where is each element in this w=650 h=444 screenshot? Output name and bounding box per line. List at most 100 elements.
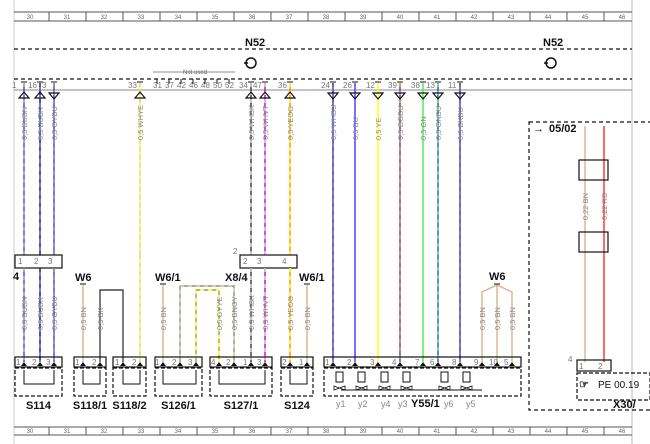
component-pin-header [14, 356, 63, 368]
arrow-right-icon: → [533, 123, 544, 135]
wire-label: 0,5 BN [508, 307, 517, 330]
pin-arrow-icon [330, 362, 336, 366]
top-pin-number: 42 [177, 81, 186, 90]
switch-symbol-icon [82, 370, 101, 385]
ruler-column-label: 42 [471, 15, 478, 21]
valve-symbol-icon [355, 385, 368, 391]
pin-direction-arrow-icon [348, 92, 362, 100]
wire-label: 0,5 BNGY [230, 296, 239, 330]
pin-direction-arrow-icon [47, 92, 61, 100]
top-pin-number: 36 [278, 81, 287, 90]
component-label: S118/2 [112, 400, 146, 412]
ruler-column-label: 44 [545, 15, 552, 21]
solenoid-valve-icon [357, 371, 366, 383]
component-pin: 6 [430, 358, 435, 367]
top-pin-number: 50 [213, 81, 222, 90]
connector-pin: 2 [598, 362, 603, 371]
module-label: N52 [245, 37, 265, 49]
pin-arrow-icon [177, 362, 183, 366]
pin-arrow-icon [304, 362, 310, 366]
ruler-column-label: 38 [323, 15, 330, 21]
pin-arrow-icon [193, 362, 199, 366]
component-label: S124 [284, 400, 311, 412]
harness-label: W6/1 [155, 272, 181, 284]
component-pin-header [280, 356, 314, 368]
solenoid-valve-icon [462, 371, 471, 383]
wire-label: 0,5 BUBK [36, 107, 45, 140]
ruler-column-label: 41 [434, 15, 441, 21]
component-y55-1 [323, 367, 522, 397]
wire-label: 0,5 WHBU [329, 105, 338, 140]
pin-direction-arrow-icon [283, 91, 297, 99]
component-s118-1 [73, 367, 107, 397]
wire-label: 0,5 GN [419, 116, 428, 140]
top-pin-number: 34 [239, 81, 248, 90]
pin-direction-arrow-icon [258, 91, 272, 99]
component-pin: 9 [474, 358, 479, 367]
wire-label: 0,5 GYBU [50, 296, 59, 330]
connector-x8-4 [239, 254, 298, 269]
harness-label: W6/1 [299, 272, 325, 284]
wire [99, 289, 124, 362]
pin-direction-arrow-icon [133, 91, 147, 99]
ruler-column-label: 42 [471, 429, 478, 435]
pin-direction-arrow-icon [393, 92, 407, 100]
ruler-column-label: 45 [582, 429, 589, 435]
wire-label: 0,5 BN [493, 307, 502, 330]
ruler-column-label: 40 [397, 15, 404, 21]
component-pin: 3 [46, 358, 51, 367]
module-label-right: N52 [543, 37, 563, 49]
pin-arrow-icon [352, 362, 358, 366]
switch-symbol-icon [23, 370, 55, 385]
pin-arrow-icon [509, 362, 515, 366]
wire-label: 0,5 BK [96, 307, 105, 330]
component-label: S126/1 [161, 400, 196, 412]
pin-arrow-icon [262, 362, 268, 366]
top-pin-number: 1 [12, 81, 17, 90]
wire-label: 0,5 YE [374, 118, 383, 140]
connector-outer-pin: 4 [568, 355, 573, 364]
component-pin: 4 [392, 358, 397, 367]
wire-label: 0,22 RD [600, 192, 609, 220]
switch-symbol-icon [122, 370, 141, 385]
top-pin-number: 47 [253, 81, 262, 90]
solenoid-valve-icon [402, 371, 411, 383]
wire-label: 0,5 WHVT [261, 295, 270, 330]
wire-label: 0,22 BN [581, 193, 590, 220]
component-pin: 2 [347, 358, 352, 367]
wire-stripe [179, 285, 235, 362]
component-pin: 4 [211, 358, 216, 367]
wire-label: 0,5 BUBK [36, 297, 45, 330]
pin-arrow-icon [397, 362, 403, 366]
top-pin-number: 52 [225, 81, 234, 90]
top-pin-number: 13 [426, 81, 435, 90]
component-pin-header [154, 356, 203, 368]
component-pin: 8 [452, 358, 457, 367]
pin-direction-arrow-icon [326, 92, 340, 100]
harness-label: W6 [489, 271, 506, 283]
ruler-column-label: 46 [619, 15, 626, 21]
component-pin: 1 [155, 358, 160, 367]
top-pin-number: 38 [411, 81, 420, 90]
ruler-column-label: 39 [360, 15, 367, 21]
sheet-reference-label: 05/02 [549, 123, 577, 135]
pin-arrow-icon [435, 362, 441, 366]
ruler-column-label: 30 [27, 15, 34, 21]
pointer-hand-icon: ☞ [579, 379, 589, 391]
connector-pin: 1 [579, 362, 584, 371]
valve-label: y2 [358, 399, 368, 409]
pin-arrow-icon [80, 362, 86, 366]
wire-label: 0,5 BN [79, 307, 88, 330]
connector-left [14, 254, 63, 269]
wire-label: 0,5 GNBU [434, 106, 443, 140]
ruler-column-label: 40 [397, 429, 404, 435]
pin-arrow-icon [231, 362, 237, 366]
wire-label: 0,5 GYBU [50, 106, 59, 140]
valve-symbol-icon [378, 385, 391, 391]
component-pin: 7 [415, 358, 420, 367]
wire-label: 0,5 WHBK [247, 295, 256, 330]
component-pin: 2 [32, 358, 37, 367]
pin-arrow-icon [21, 362, 27, 366]
